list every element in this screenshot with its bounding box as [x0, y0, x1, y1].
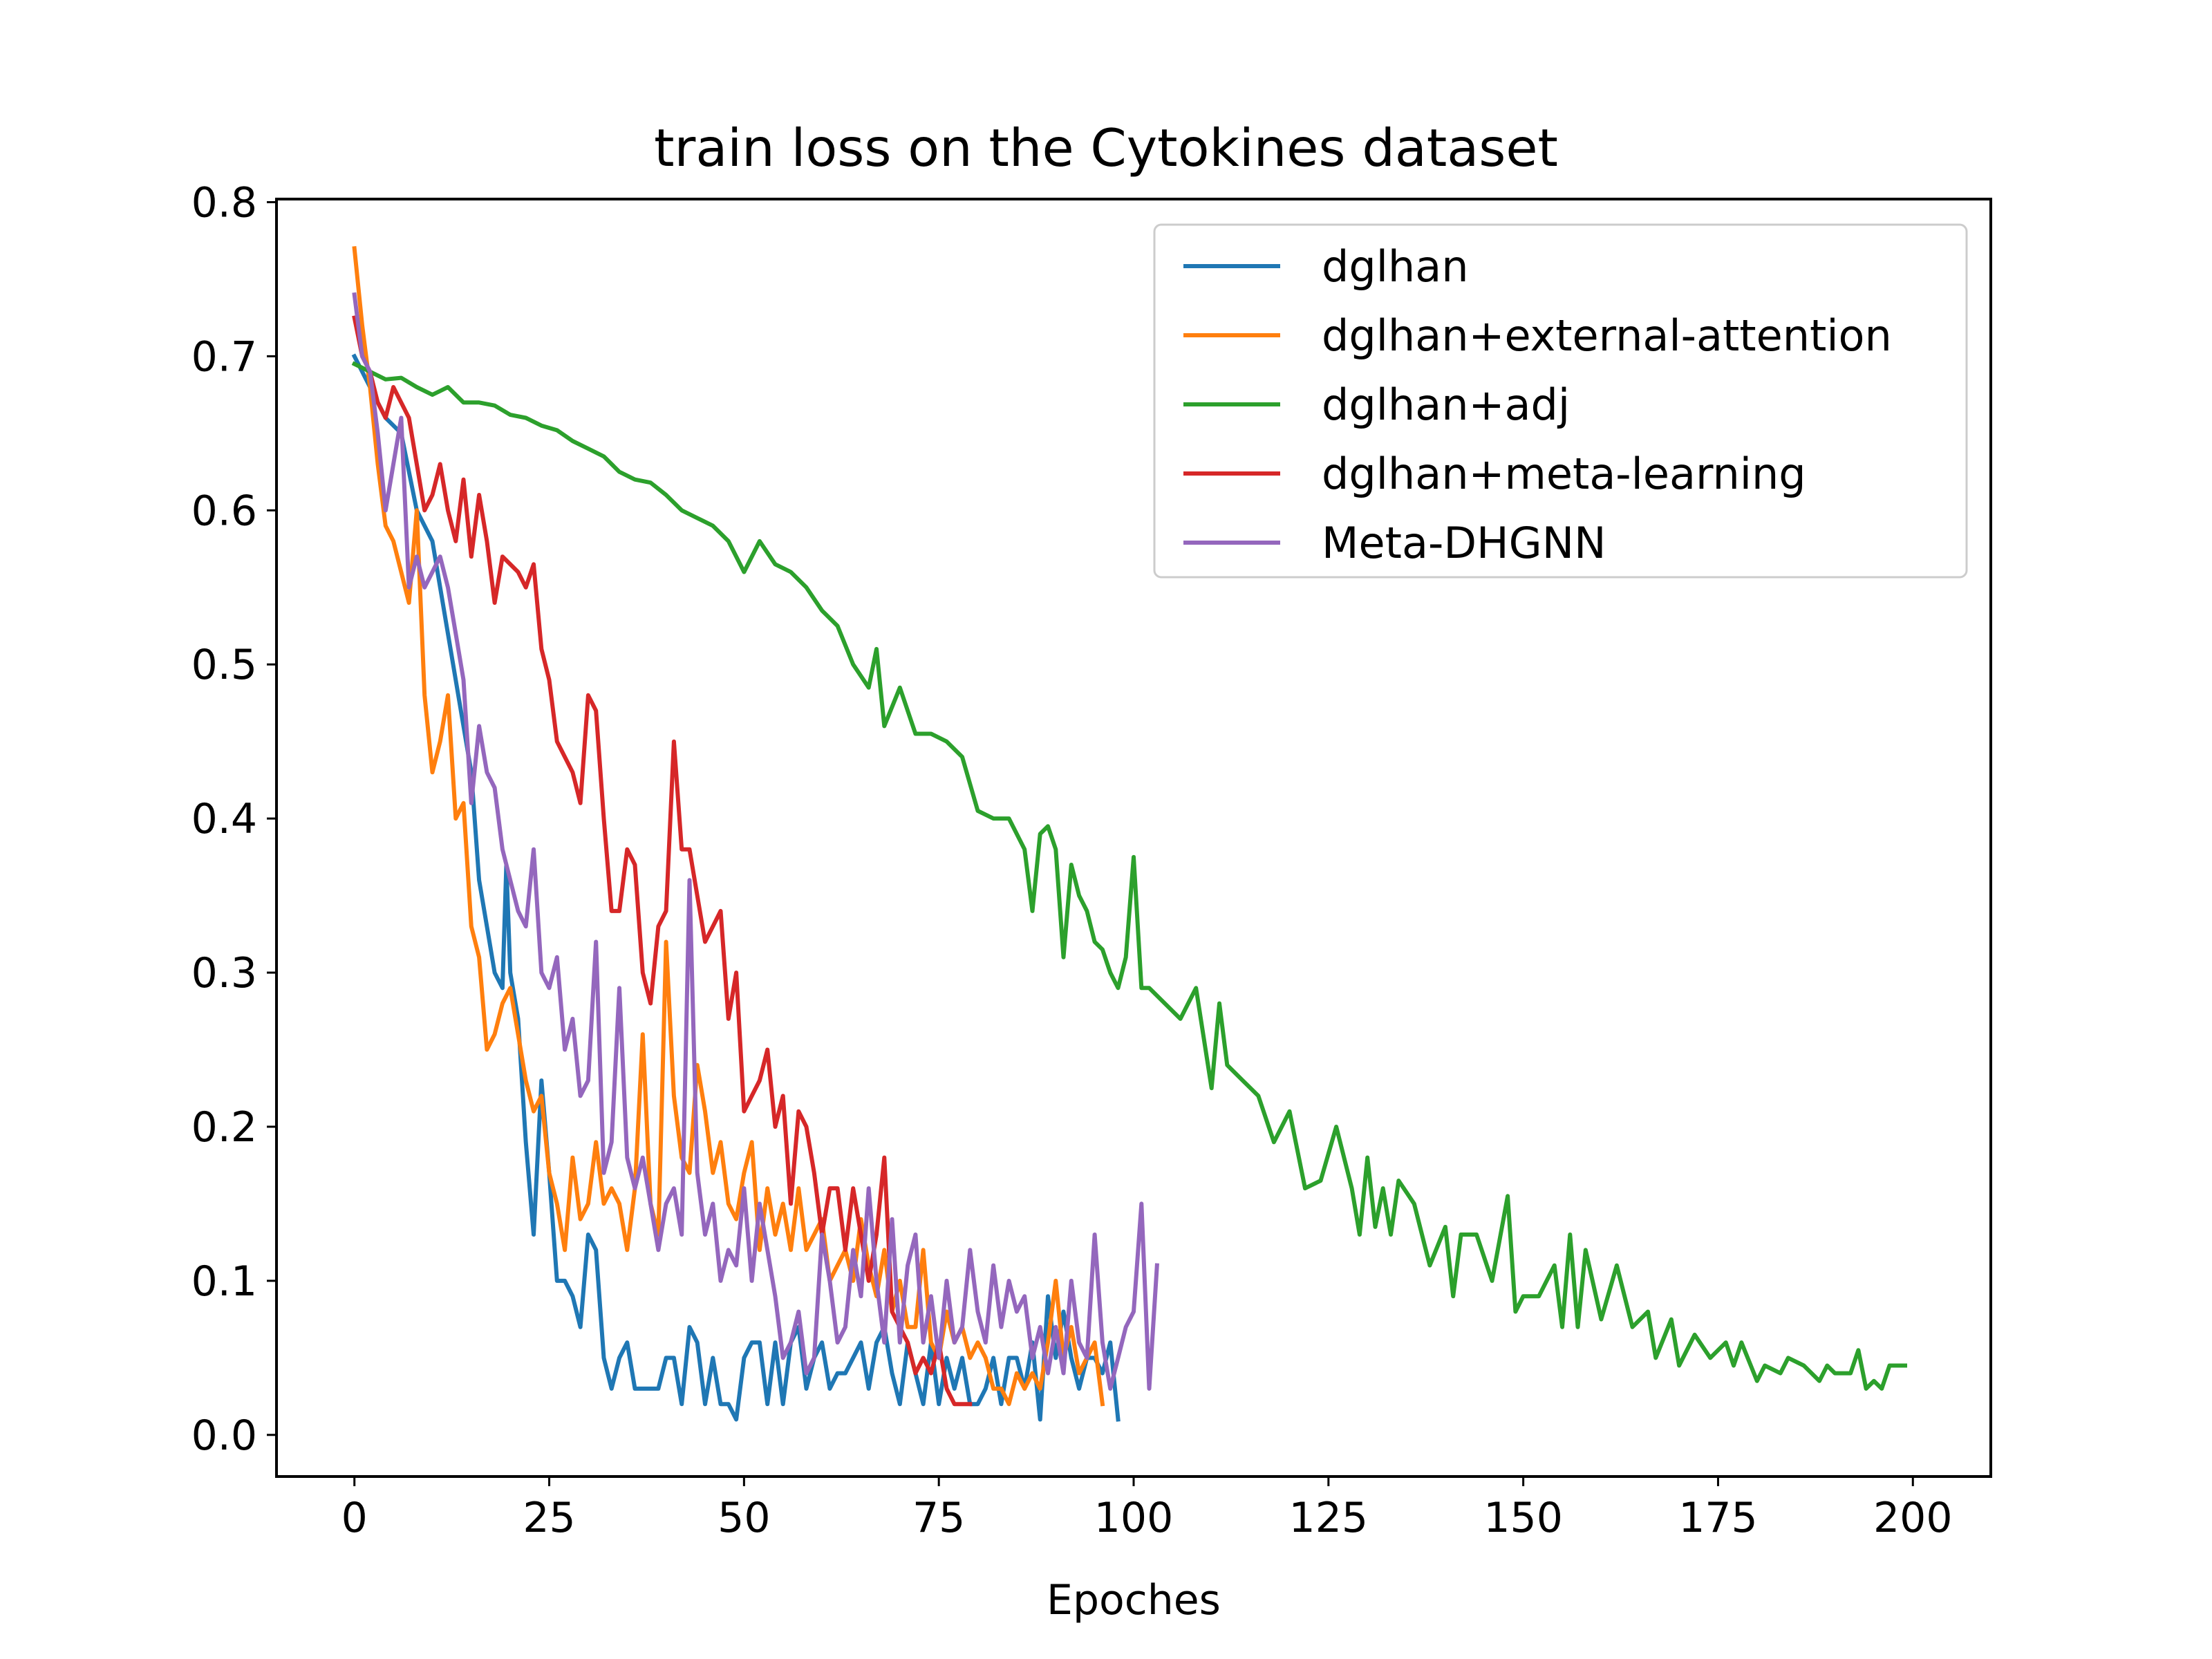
x-tick-label: 150	[1483, 1494, 1563, 1542]
chart-title: train loss on the Cytokines dataset	[654, 118, 1558, 178]
x-axis: 0 25 50 75 100 125 150 175 200	[341, 1477, 1953, 1542]
series-line-2	[352, 246, 1105, 1407]
x-tick-label: 175	[1678, 1494, 1758, 1542]
y-tick-label: 0.8	[191, 178, 257, 227]
y-tick-label: 0.4	[191, 795, 257, 843]
y-tick-label: 0.2	[191, 1103, 257, 1152]
x-tick-label: 0	[341, 1494, 368, 1542]
y-tick-label: 0.3	[191, 949, 257, 997]
legend: dglhan dglhan+external-attention dglhan+ad…	[1153, 223, 1968, 579]
y-tick-label: 0.5	[191, 641, 257, 689]
legend-label: dglhan	[1322, 241, 1469, 292]
series-line-5	[352, 292, 1159, 1391]
y-axis: 0.0 0.1 0.2 0.3 0.4 0.5 0.6 0.7 0.8	[191, 178, 276, 1460]
series-layer	[351, 246, 1907, 1422]
legend-label: dglhan+adj	[1322, 379, 1570, 430]
x-tick-label: 100	[1094, 1494, 1174, 1542]
y-tick-label: 0.1	[191, 1257, 257, 1306]
legend-label: Meta-DHGNN	[1322, 518, 1606, 568]
x-tick-label: 25	[523, 1494, 575, 1542]
x-tick-label: 50	[718, 1494, 770, 1542]
x-axis-label: Epoches	[1047, 1576, 1221, 1624]
series-line-4	[352, 315, 973, 1407]
legend-label: dglhan+external-attention	[1322, 310, 1892, 361]
x-tick-label: 75	[912, 1494, 965, 1542]
y-tick-label: 0.6	[191, 487, 257, 535]
legend-box	[1153, 223, 1968, 579]
series-line-3	[351, 361, 1907, 1391]
x-tick-label: 125	[1289, 1494, 1369, 1542]
y-tick-label: 0.7	[191, 332, 257, 381]
legend-label: dglhan+meta-learning	[1322, 449, 1806, 499]
y-tick-label: 0.0	[191, 1412, 257, 1460]
x-tick-label: 200	[1873, 1494, 1953, 1542]
